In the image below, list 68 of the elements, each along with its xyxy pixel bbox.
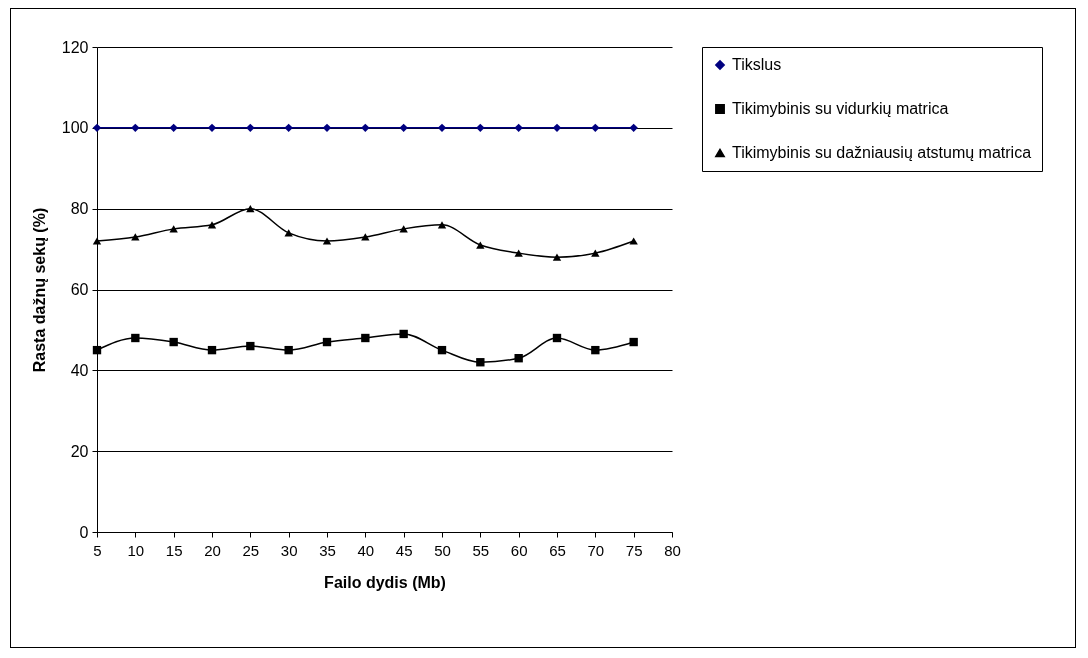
y-tick-label: 0 [79,523,89,541]
y-axis-title: Rasta dažnų sekų (%) [30,207,48,373]
x-tick-label: 80 [664,541,681,559]
point [284,123,293,133]
x-axis-title: Failo dydis (Mb) [324,573,446,591]
point [552,123,562,133]
point [92,237,102,245]
x-tick-label: 50 [434,541,451,559]
point [322,123,332,133]
point [629,123,638,133]
y-tick-label: 100 [61,119,89,137]
y-tick-label: 120 [61,38,89,56]
point [169,123,178,133]
point [514,123,523,133]
point [322,337,332,347]
x-tick-label: 45 [395,541,413,559]
legend-label: Tikimybinis su vidurkių matrica [732,100,949,117]
point [591,345,600,355]
point [476,358,485,367]
legend-label: Tikimybinis su dažniausių atstumų matrica [732,144,1032,161]
point [399,329,408,339]
x-tick-label: 20 [204,541,221,559]
point [629,237,638,245]
x-tick-label: 40 [357,541,375,559]
point [207,345,217,355]
x-tick-label: 60 [510,541,528,559]
point [169,337,178,347]
point [591,123,600,133]
y-tick-label: 40 [70,361,89,379]
point [284,345,293,355]
y-tick-label: 80 [70,200,89,218]
point [476,241,485,249]
x-tick-label: 30 [280,541,298,559]
point [437,123,447,133]
x-tick-label: 5 [93,541,102,559]
point [92,345,102,355]
point [131,333,140,343]
point [361,333,370,343]
y-tick-label: 20 [70,442,89,460]
x-tick-label: 55 [472,541,490,559]
point [246,205,255,213]
point [131,233,140,241]
x-tick-label: 25 [242,541,260,559]
point [514,354,523,363]
point [361,233,370,241]
x-tick-label: 35 [319,541,336,559]
x-tick-label: 70 [587,541,605,559]
point [514,249,523,257]
y-tick-label: 60 [70,281,89,298]
point [246,123,255,133]
legend-label: Tikslus [732,56,782,73]
x-tick-label: 10 [127,541,145,559]
point [552,253,562,261]
point [476,123,485,133]
point [629,337,638,347]
point [591,249,600,257]
point [284,229,293,237]
point [552,333,562,343]
point [207,123,217,133]
point [437,345,447,355]
point [361,123,370,133]
point [131,123,140,133]
x-tick-label: 15 [165,541,183,559]
point [399,123,408,133]
x-tick-label: 75 [625,541,643,559]
point [322,237,332,245]
point [246,341,255,351]
x-tick-label: 65 [549,541,566,559]
